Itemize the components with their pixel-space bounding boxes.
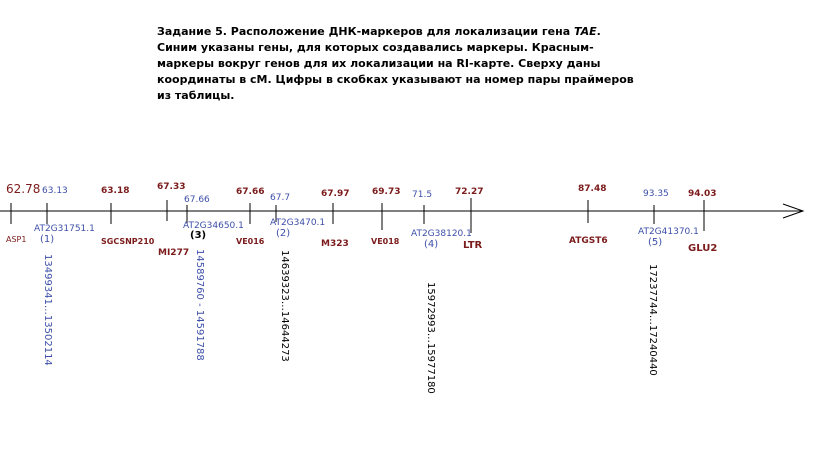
- coord-at2g41370: 93.35: [643, 189, 669, 199]
- coord-atgst6: 87.48: [578, 184, 606, 194]
- range-at2g41370: 17237744…17240440: [647, 264, 658, 376]
- range-at2g3470: 14639323…14644273: [279, 250, 290, 362]
- coord-at2g31751: 63.13: [42, 186, 68, 196]
- label-asp1: ASP1: [6, 235, 26, 244]
- coord-mi277: 67.33: [157, 182, 185, 192]
- task-caption: Задание 5. Расположение ДНК-маркеров для…: [157, 25, 634, 102]
- label-ltr: LTR: [463, 240, 483, 251]
- label-mi277: MI277: [158, 248, 189, 258]
- label-at2g41370: AT2G41370.1: [638, 227, 699, 237]
- label-at2g38120: AT2G38120.1: [411, 229, 472, 239]
- pair-2: (2): [276, 228, 290, 239]
- pair-3: (3): [190, 230, 206, 241]
- marker-ticks: [10, 198, 705, 233]
- range-at2g31751: 13499341…13502114: [42, 254, 53, 366]
- coord-glu2: 94.03: [688, 189, 716, 199]
- coord-sgcsnp210: 63.18: [101, 186, 129, 196]
- coord-m323: 67.97: [321, 189, 349, 199]
- label-at2g31751: AT2G31751.1: [34, 224, 95, 234]
- label-at2g3470: AT2G3470.1: [270, 218, 325, 228]
- coord-at2g38120: 71.5: [412, 190, 432, 200]
- coord-ve016: 67.66: [236, 187, 264, 197]
- pair-4: (4): [424, 239, 438, 250]
- label-glu2: GLU2: [688, 243, 717, 254]
- coord-ve018: 69.73: [372, 187, 400, 197]
- label-ve018: VE018: [371, 237, 400, 246]
- pair-1: (1): [40, 234, 54, 245]
- label-m323: M323: [321, 239, 349, 249]
- coord-ltr: 72.27: [455, 187, 483, 197]
- coord-at2g34650: 67.66: [184, 195, 210, 205]
- coord-asp1: 62.78: [6, 182, 40, 196]
- range-at2g34650: 14589760 - 14591788: [194, 249, 205, 361]
- label-at2g34650: AT2G34650.1: [183, 221, 244, 231]
- label-atgst6: ATGST6: [569, 236, 608, 246]
- label-ve016: VE016: [236, 237, 265, 246]
- axis-arrow-head: [782, 203, 805, 219]
- coord-at2g3470: 67.7: [270, 193, 290, 203]
- pair-5: (5): [648, 237, 662, 248]
- range-at2g38120: 15972993…15977180: [425, 282, 436, 394]
- label-sgcsnp210: SGCSNP210: [101, 237, 155, 246]
